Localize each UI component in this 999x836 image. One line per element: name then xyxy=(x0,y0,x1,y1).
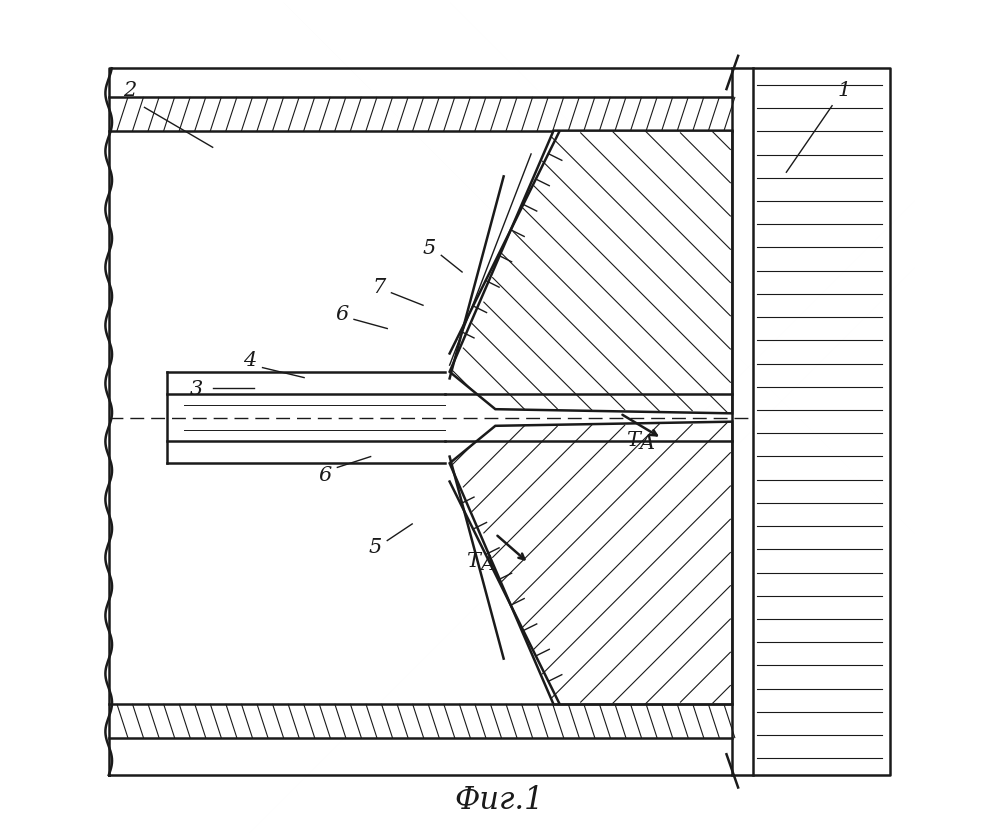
Text: 1: 1 xyxy=(838,80,851,99)
Text: A: A xyxy=(481,553,496,573)
Text: 5: 5 xyxy=(369,538,382,556)
Polygon shape xyxy=(450,422,732,705)
Text: 7: 7 xyxy=(373,278,386,296)
Text: T: T xyxy=(466,552,480,570)
Text: 2: 2 xyxy=(123,80,136,99)
Text: 3: 3 xyxy=(190,380,203,399)
Text: 6: 6 xyxy=(319,465,332,484)
Text: 4: 4 xyxy=(244,350,257,370)
Text: 5: 5 xyxy=(423,238,436,257)
Text: A: A xyxy=(640,433,655,452)
Text: 6: 6 xyxy=(335,304,348,324)
Polygon shape xyxy=(450,131,732,414)
Text: Фиг.1: Фиг.1 xyxy=(455,784,544,815)
Text: T: T xyxy=(625,431,639,450)
